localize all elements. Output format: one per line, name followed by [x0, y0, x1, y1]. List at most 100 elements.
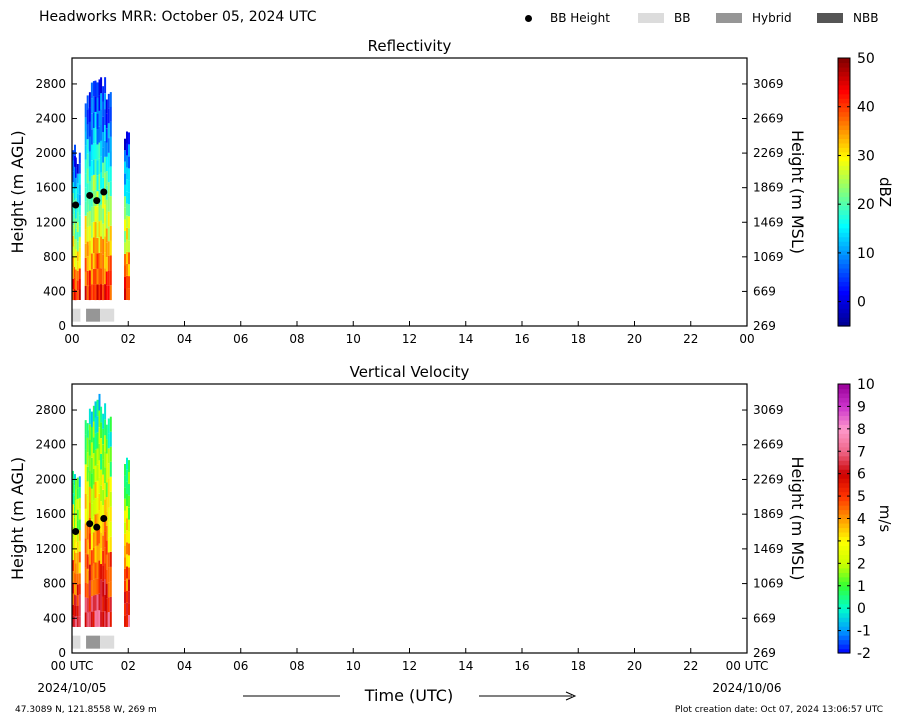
- echo-cell: [74, 542, 77, 553]
- echo-cell: [72, 160, 74, 172]
- colorbar-band: [838, 406, 850, 412]
- colorbar-band: [838, 401, 850, 408]
- echo-cell: [74, 605, 77, 617]
- colorbar-band: [838, 178, 850, 184]
- echo-cell: [94, 80, 97, 97]
- echo-cell: [107, 433, 110, 449]
- echo-cell: [98, 158, 101, 174]
- colorbar-band: [838, 446, 850, 452]
- echo-cell: [78, 215, 81, 227]
- echo-cell: [76, 552, 79, 563]
- echo-cell: [96, 113, 99, 129]
- echo-cell: [92, 405, 95, 422]
- echo-cell: [84, 159, 87, 174]
- echo-cell: [96, 464, 99, 481]
- echo-cell: [109, 491, 112, 507]
- time-axis-arrow-icon: [565, 691, 577, 701]
- y2-tick-label: 2269: [753, 472, 784, 486]
- colorbar-band: [838, 572, 850, 578]
- echo-cell: [98, 610, 101, 627]
- echo-cell: [109, 536, 112, 552]
- echo-cell: [94, 610, 97, 627]
- echo-cell: [105, 113, 108, 129]
- y-tick-label: 2400: [35, 438, 66, 452]
- echo-cell: [124, 219, 126, 231]
- echo-cell: [100, 469, 103, 486]
- y-tick-label: 400: [43, 284, 66, 298]
- echo-cell: [107, 197, 110, 212]
- echo-cell: [88, 181, 91, 197]
- echo-cell: [88, 424, 91, 440]
- colorbar-band: [838, 617, 850, 623]
- echo-cell: [78, 194, 81, 206]
- echo-cell: [100, 453, 103, 470]
- echo-cell: [88, 533, 91, 549]
- echo-cell: [102, 162, 105, 178]
- echo-cell: [88, 255, 91, 271]
- legend-nbb-label: NBB: [853, 11, 879, 25]
- echo-cell: [84, 215, 87, 230]
- x-tick-label: 16: [514, 659, 529, 673]
- bb-height-marker-icon: [525, 14, 532, 22]
- echo-cell: [92, 595, 95, 612]
- echo-cell: [105, 554, 108, 570]
- echo-cell: [78, 476, 81, 488]
- echo-cell: [78, 205, 81, 216]
- echo-cell: [104, 531, 107, 548]
- echo-cell: [86, 153, 89, 169]
- echo-cell: [96, 481, 99, 498]
- echo-cell: [86, 212, 89, 227]
- colorbar-band: [838, 62, 850, 68]
- echo-cell: [84, 117, 87, 132]
- echo-cell: [104, 125, 107, 141]
- echo-cell: [109, 416, 112, 432]
- colorbar-band: [838, 308, 850, 314]
- echo-cell: [124, 568, 126, 581]
- y-tick-label: 2800: [35, 403, 66, 417]
- echo-cell: [76, 530, 79, 542]
- colorbar-band: [838, 80, 850, 86]
- echo-cell: [78, 258, 81, 269]
- echo-cell: [88, 285, 91, 300]
- colorbar-band: [838, 294, 850, 300]
- echo-cell: [92, 421, 95, 438]
- echo-cell: [109, 431, 112, 447]
- colorbar-band: [838, 317, 850, 323]
- echo-cell: [109, 285, 112, 301]
- colorbar-band: [838, 626, 850, 632]
- x-tick-label: 04: [177, 332, 192, 346]
- echo-cell: [92, 284, 95, 300]
- echo-cell: [105, 453, 108, 469]
- echo-cell: [92, 112, 95, 128]
- echo-cell: [86, 183, 89, 198]
- echo-cell: [74, 208, 77, 219]
- echo-cell: [109, 521, 112, 537]
- echo-cell: [74, 521, 77, 532]
- echo-cell: [74, 563, 77, 575]
- colorbar-tick-label: -2: [857, 646, 871, 662]
- echo-cell: [102, 147, 105, 163]
- echo-cell: [107, 138, 110, 153]
- echo-cell: [88, 107, 91, 122]
- bb-type-bb: [72, 635, 81, 649]
- echo-cell: [109, 151, 112, 167]
- echo-cell: [98, 237, 101, 253]
- echo-cell: [104, 611, 107, 627]
- colorbar-band: [838, 111, 850, 117]
- echo-cell: [86, 452, 89, 467]
- nbb-swatch: [817, 13, 843, 23]
- echo-cell: [92, 190, 95, 207]
- colorbar-band: [838, 299, 850, 305]
- echo-cell: [92, 563, 95, 580]
- echo-cell: [96, 144, 99, 161]
- echo-cell: [105, 569, 108, 584]
- legend-hybrid-label: Hybrid: [752, 11, 792, 25]
- echo-cell: [104, 204, 107, 221]
- echo-cell: [100, 501, 103, 517]
- colorbar-band: [838, 151, 850, 157]
- echo-cell: [98, 443, 101, 461]
- echo-cell: [84, 449, 87, 465]
- echo-cell: [126, 590, 128, 603]
- echo-cell: [90, 473, 93, 489]
- colorbar-band: [838, 196, 850, 202]
